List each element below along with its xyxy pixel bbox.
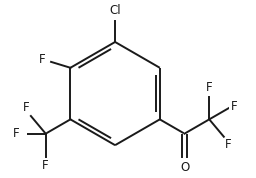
Text: F: F: [231, 100, 237, 113]
Text: F: F: [42, 159, 49, 172]
Text: F: F: [13, 127, 20, 140]
Text: F: F: [39, 53, 46, 66]
Text: F: F: [23, 101, 29, 114]
Text: F: F: [225, 138, 232, 151]
Text: F: F: [206, 82, 212, 95]
Text: O: O: [180, 161, 189, 174]
Text: Cl: Cl: [109, 4, 121, 17]
